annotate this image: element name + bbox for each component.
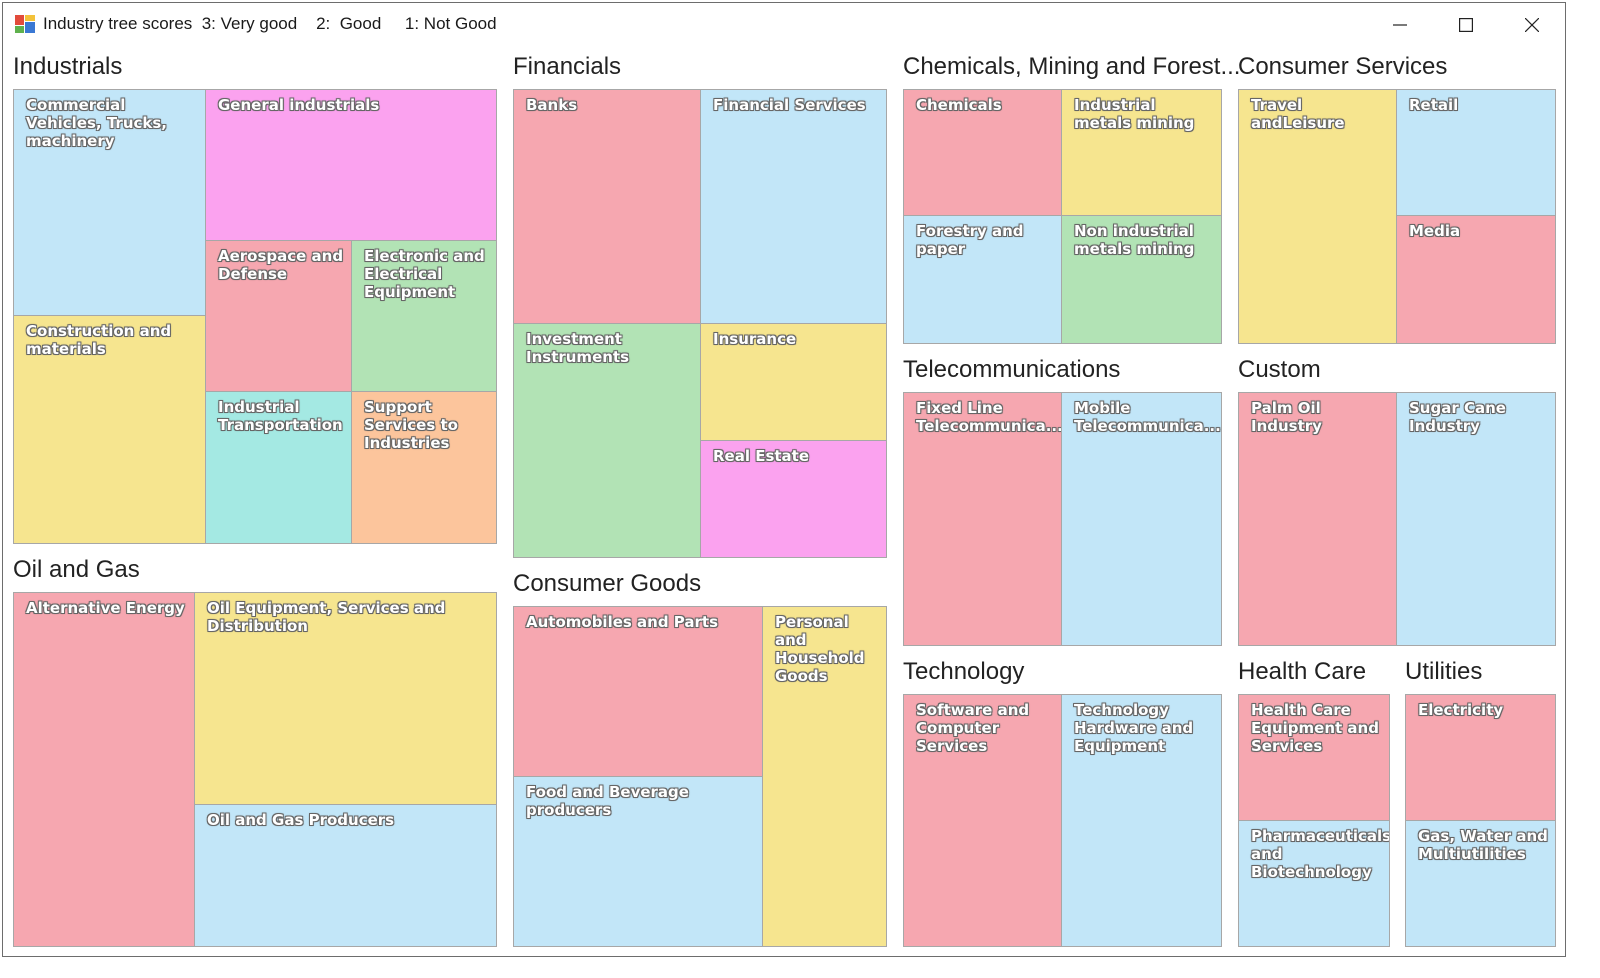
tile-label: Support Services to Industries bbox=[364, 398, 458, 452]
tile-oil-equipment[interactable]: Oil Equipment, Services and Distribution bbox=[194, 592, 497, 805]
tile-non-industrial-metals[interactable]: Non industrial metals mining bbox=[1061, 215, 1222, 344]
tile-label: Travel andLeisure bbox=[1251, 96, 1345, 132]
tile-media[interactable]: Media bbox=[1396, 215, 1556, 344]
tile-investment-instruments[interactable]: Investment Instruments bbox=[513, 323, 701, 558]
minimize-button[interactable] bbox=[1367, 3, 1433, 47]
group-title-technology: Technology bbox=[903, 658, 1025, 685]
tile-general-industrials[interactable]: General industrials bbox=[205, 89, 497, 241]
tile-insurance[interactable]: Insurance bbox=[700, 323, 887, 441]
tile-electronic-equipment[interactable]: Electronic and Electrical Equipment bbox=[351, 240, 497, 392]
group-title-chemicals-mining: Chemicals, Mining and Forest... bbox=[903, 53, 1241, 80]
close-button[interactable] bbox=[1499, 3, 1565, 47]
tile-label: Investment Instruments bbox=[526, 330, 630, 366]
tile-label: Industrial Transportation bbox=[218, 398, 343, 434]
group-title-consumer-services: Consumer Services bbox=[1238, 53, 1448, 80]
tile-aerospace-defense[interactable]: Aerospace and Defense bbox=[205, 240, 352, 392]
tile-label: Aerospace and Defense bbox=[218, 247, 344, 283]
tile-label: Technology Hardware and Equipment bbox=[1074, 701, 1194, 755]
tile-electricity[interactable]: Electricity bbox=[1405, 694, 1556, 821]
tile-label: Electronic and Electrical Equipment bbox=[364, 247, 485, 301]
tile-label: Automobiles and Parts bbox=[526, 613, 719, 631]
tile-industrial-metals-mining[interactable]: Industrial metals mining bbox=[1061, 89, 1222, 216]
tile-alternative-energy[interactable]: Alternative Energy bbox=[13, 592, 195, 947]
tile-fixed-line-telecom[interactable]: Fixed Line Telecommunica... bbox=[903, 392, 1062, 646]
tile-label: Forestry and paper bbox=[916, 222, 1024, 258]
tile-travel-leisure[interactable]: Travel andLeisure bbox=[1238, 89, 1397, 344]
group-title-industrials: Industrials bbox=[13, 53, 123, 80]
group-title-telecommunications: Telecommunications bbox=[903, 356, 1121, 383]
group-title-custom: Custom bbox=[1238, 356, 1321, 383]
minimize-icon bbox=[1393, 24, 1407, 26]
tile-label: Food and Beverage producers bbox=[526, 783, 689, 819]
tile-palm-oil-industry[interactable]: Palm Oil Industry bbox=[1238, 392, 1397, 646]
tile-label: Real Estate bbox=[713, 447, 810, 465]
tile-label: Palm Oil Industry bbox=[1251, 399, 1322, 435]
tile-label: Industrial metals mining bbox=[1074, 96, 1195, 132]
tile-chemicals[interactable]: Chemicals bbox=[903, 89, 1062, 216]
close-icon bbox=[1525, 18, 1539, 32]
tile-construction-materials[interactable]: Construction and materials bbox=[13, 315, 206, 544]
tile-technology-hardware[interactable]: Technology Hardware and Equipment bbox=[1061, 694, 1222, 947]
tile-label: Fixed Line Telecommunica... bbox=[916, 399, 1062, 435]
tile-food-beverage[interactable]: Food and Beverage producers bbox=[513, 776, 763, 947]
tile-software-computer-services[interactable]: Software and Computer Services bbox=[903, 694, 1062, 947]
tile-label: Electricity bbox=[1418, 701, 1504, 719]
tile-label: Oil and Gas Producers bbox=[207, 811, 395, 829]
maximize-button[interactable] bbox=[1433, 3, 1499, 47]
tile-sugar-cane-industry[interactable]: Sugar Cane Industry bbox=[1396, 392, 1556, 646]
tile-pharmaceuticals-biotech[interactable]: Pharmaceuticals and Biotechnology bbox=[1238, 820, 1390, 947]
window-title: Industry tree scores 3: Very good 2: Goo… bbox=[43, 14, 497, 33]
tile-mobile-telecom[interactable]: Mobile Telecommunica... bbox=[1061, 392, 1222, 646]
tile-label: Alternative Energy bbox=[26, 599, 185, 617]
tile-label: Sugar Cane Industry bbox=[1409, 399, 1506, 435]
tile-label: Chemicals bbox=[916, 96, 1002, 114]
tile-label: Media bbox=[1409, 222, 1461, 240]
group-title-utilities: Utilities bbox=[1405, 658, 1483, 685]
tile-forestry-paper[interactable]: Forestry and paper bbox=[903, 215, 1062, 344]
treemap-app-icon bbox=[15, 15, 35, 33]
tile-banks[interactable]: Banks bbox=[513, 89, 701, 324]
tile-label: Gas, Water and Multiutilities bbox=[1418, 827, 1548, 863]
group-title-oil-gas: Oil and Gas bbox=[13, 556, 140, 583]
tile-automobiles-parts[interactable]: Automobiles and Parts bbox=[513, 606, 763, 777]
tile-label: Mobile Telecommunica... bbox=[1074, 399, 1221, 435]
treemap-area: Industrials Commercial Vehicles, Trucks,… bbox=[3, 47, 1565, 956]
tile-gas-water-multiutilities[interactable]: Gas, Water and Multiutilities bbox=[1405, 820, 1556, 947]
tile-label: Insurance bbox=[713, 330, 797, 348]
tile-label: General industrials bbox=[218, 96, 380, 114]
tile-label: Construction and materials bbox=[26, 322, 172, 358]
tile-industrial-transportation[interactable]: Industrial Transportation bbox=[205, 391, 352, 544]
tile-financial-services[interactable]: Financial Services bbox=[700, 89, 887, 324]
app-window: Industry tree scores 3: Very good 2: Goo… bbox=[2, 2, 1566, 957]
tile-oil-gas-producers[interactable]: Oil and Gas Producers bbox=[194, 804, 497, 947]
tile-label: Financial Services bbox=[713, 96, 866, 114]
tile-real-estate[interactable]: Real Estate bbox=[700, 440, 887, 558]
group-title-financials: Financials bbox=[513, 53, 622, 80]
tile-personal-household-goods[interactable]: Personal and Household Goods bbox=[762, 606, 887, 947]
tile-label: Non industrial metals mining bbox=[1074, 222, 1195, 258]
maximize-icon bbox=[1459, 18, 1473, 32]
tile-health-care-equipment[interactable]: Health Care Equipment and Services bbox=[1238, 694, 1390, 821]
title-bar[interactable]: Industry tree scores 3: Very good 2: Goo… bbox=[3, 3, 1565, 47]
tile-label: Health Care Equipment and Services bbox=[1251, 701, 1379, 755]
group-title-consumer-goods: Consumer Goods bbox=[513, 570, 702, 597]
tile-label: Personal and Household Goods bbox=[775, 613, 865, 685]
tile-label: Banks bbox=[526, 96, 578, 114]
tile-label: Oil Equipment, Services and Distribution bbox=[207, 599, 446, 635]
tile-label: Pharmaceuticals and Biotechnology bbox=[1251, 827, 1390, 881]
tile-commercial-vehicles[interactable]: Commercial Vehicles, Trucks, machinery bbox=[13, 89, 206, 316]
tile-label: Commercial Vehicles, Trucks, machinery bbox=[26, 96, 167, 150]
group-title-health-care: Health Care bbox=[1238, 658, 1367, 685]
tile-label: Retail bbox=[1409, 96, 1459, 114]
tile-label: Software and Computer Services bbox=[916, 701, 1030, 755]
tile-retail[interactable]: Retail bbox=[1396, 89, 1556, 216]
tile-support-services[interactable]: Support Services to Industries bbox=[351, 391, 497, 544]
